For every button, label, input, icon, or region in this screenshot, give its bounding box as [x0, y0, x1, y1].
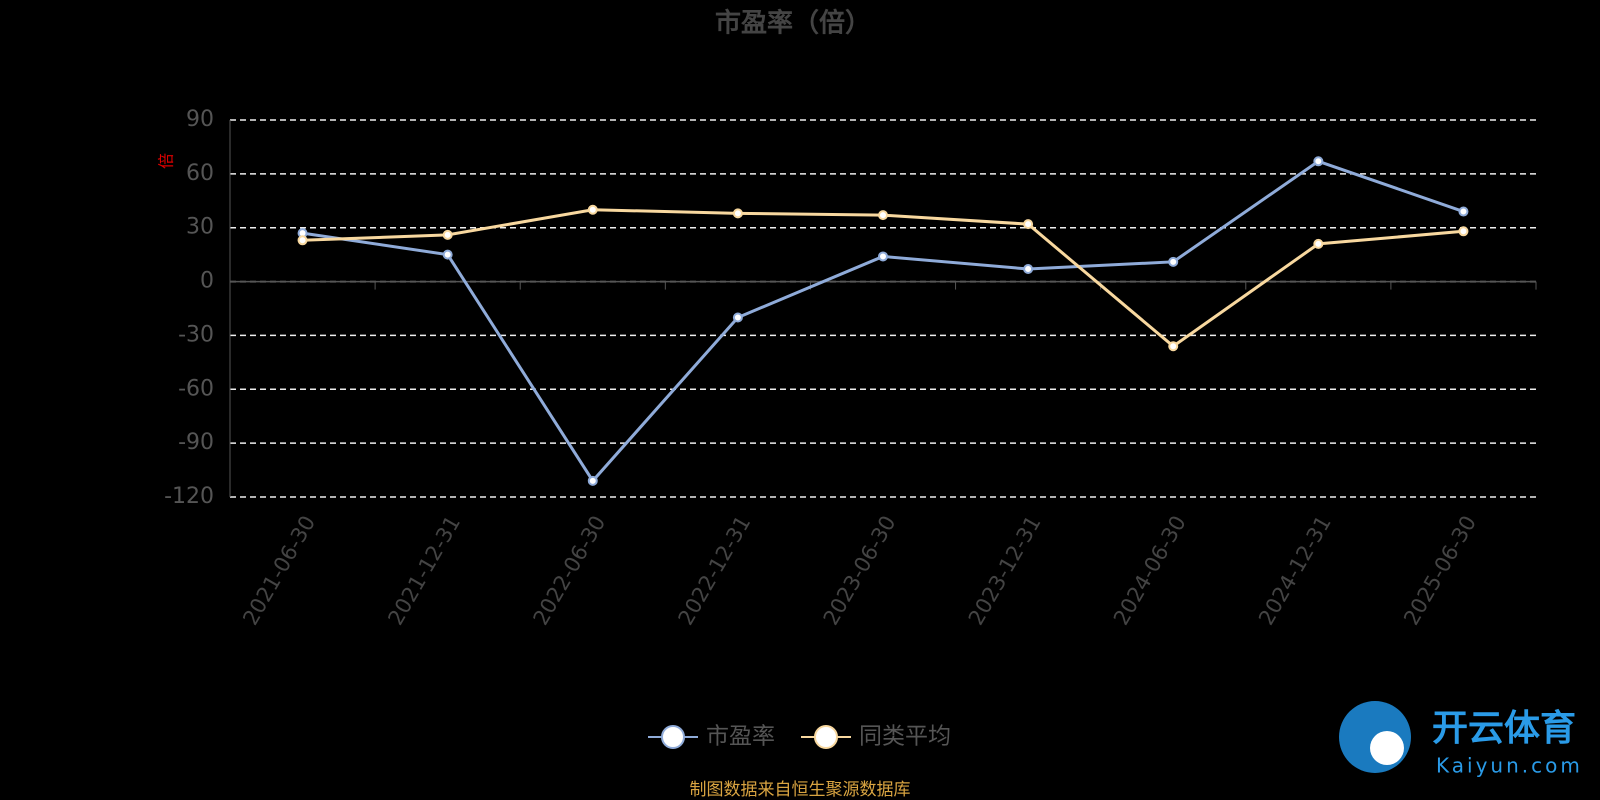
- data-point: [297, 235, 308, 246]
- data-point: [732, 312, 743, 323]
- x-tick-label: 2024-06-30: [1109, 512, 1191, 630]
- watermark-brand: 开云体育: [1432, 708, 1576, 749]
- y-tick-label: -90: [178, 430, 214, 455]
- legend-marker: [661, 725, 685, 749]
- data-point: [878, 251, 888, 262]
- x-tick-label: 2021-06-30: [238, 512, 320, 630]
- data-point: [587, 204, 598, 215]
- data-point: [1023, 264, 1034, 275]
- data-point: [1023, 219, 1034, 230]
- data-point: [1458, 226, 1469, 237]
- y-tick-label: 30: [186, 215, 214, 240]
- y-tick-label: 0: [200, 269, 214, 294]
- y-tick-label: -30: [178, 322, 214, 347]
- legend-marker: [814, 725, 838, 749]
- x-tick-label: 2022-12-31: [674, 512, 756, 630]
- x-tick-label: 2025-06-30: [1399, 512, 1481, 630]
- series-line: [302, 208, 1464, 349]
- data-point: [732, 208, 743, 219]
- source-note: 制图数据来自恒生聚源数据库: [690, 780, 911, 800]
- legend-label: 市盈率: [706, 724, 775, 750]
- x-tick-label: 2021-12-31: [383, 511, 465, 629]
- y-tick-label: -120: [164, 484, 214, 509]
- y-tick-label: 90: [186, 107, 214, 132]
- x-tick-label: 2023-12-31: [964, 512, 1046, 630]
- x-tick-label: 2023-06-30: [819, 512, 901, 630]
- data-point: [878, 210, 888, 221]
- data-point: [442, 249, 453, 260]
- data-point: [1313, 156, 1324, 167]
- legend-label: 同类平均: [859, 724, 951, 750]
- y-axis-label: 倍: [157, 153, 176, 169]
- x-tick-label: 2024-12-31: [1254, 512, 1336, 630]
- y-tick-label: 60: [186, 161, 214, 186]
- data-point: [1168, 256, 1179, 267]
- data-point: [1458, 206, 1469, 217]
- data-point: [1313, 238, 1324, 249]
- data-point: [587, 475, 598, 486]
- series-line: [302, 159, 1464, 484]
- watermark-site: Kaiyun.com: [1436, 754, 1583, 778]
- x-tick-label: 2022-06-30: [528, 512, 610, 630]
- y-tick-label: -60: [178, 376, 214, 401]
- watermark: 开云体育 Kaiyun.com: [1339, 701, 1583, 778]
- chart-title: 市盈率（倍）: [715, 8, 871, 39]
- data-point: [1168, 341, 1179, 352]
- data-point: [442, 229, 453, 240]
- watermark-ball: [1370, 731, 1404, 765]
